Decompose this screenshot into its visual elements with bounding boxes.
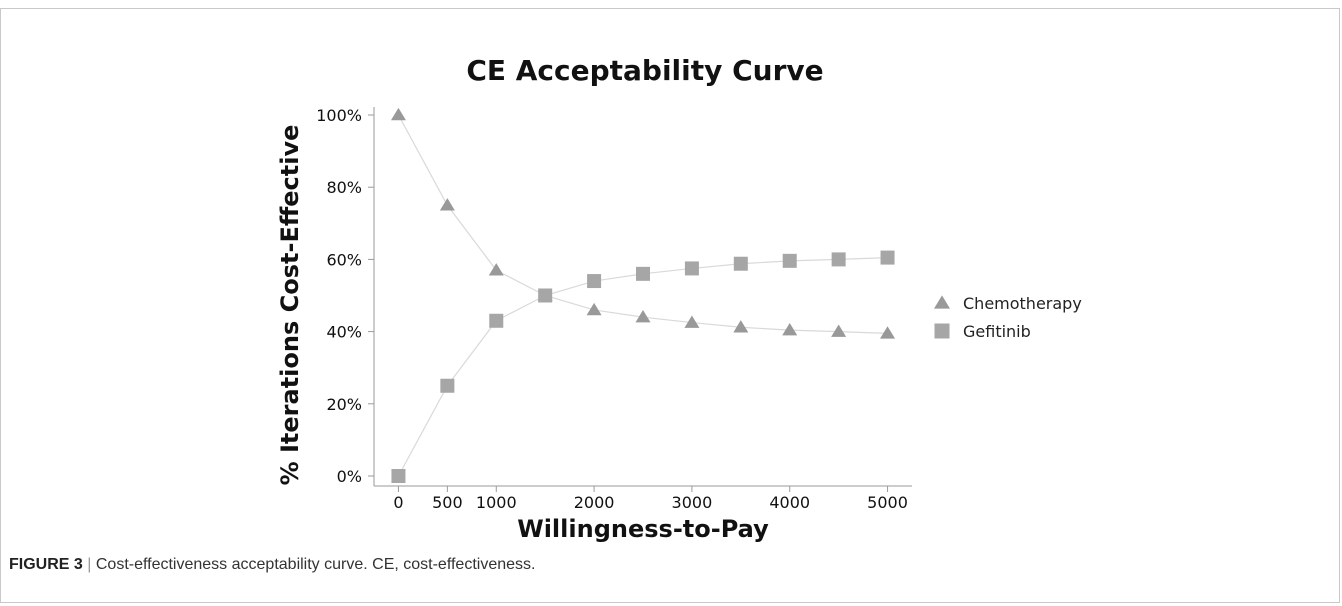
legend-chemotherapy-swatch [934,295,950,309]
chemotherapy-point [635,310,651,323]
gefitinib-point [636,266,650,281]
gefitinib-point [587,274,602,289]
chemotherapy-point [684,315,700,328]
y-tick-label: 80% [326,178,362,197]
chemotherapy-point [733,320,749,333]
legend-gefitinib-label: Gefitinib [963,322,1031,341]
axes: 0% 20% 40% 60% 80% 100% 0 500 1000 2000 3000 4000 50… [316,106,912,512]
x-tick-label: 500 [432,493,463,512]
y-tick-label: 0% [337,467,362,486]
gefitinib-point [831,252,846,267]
x-tick-label: 2000 [574,493,615,512]
legend-chemotherapy-label: Chemotherapy [963,294,1082,313]
series-lines [397,114,888,477]
series-markers [390,107,896,483]
chemotherapy-point [488,263,504,276]
y-tick-label: 40% [326,323,362,342]
y-tick-label: 20% [326,395,362,414]
x-tick-label: 3000 [672,493,713,512]
x-tick-label: 4000 [769,493,810,512]
caption-text: Cost-effectiveness acceptability curve. … [95,556,536,573]
x-axis-title: Willingness-to-Pay [517,515,769,543]
gefitinib-point [880,250,895,265]
legend: Chemotherapy Gefitinib [934,294,1082,341]
y-tick-label: 100% [316,106,362,125]
chemotherapy-point [586,302,602,316]
y-tick-label: 60% [326,250,362,269]
chart-title: CE Acceptability Curve [466,54,823,87]
gefitinib-point [538,288,553,303]
legend-gefitinib-swatch [934,323,950,339]
x-tick-label: 0 [393,493,403,512]
caption-separator: | [87,556,92,573]
chemotherapy-point [390,107,406,121]
y-axis-title: % Iterations Cost-Effective [276,125,304,486]
gefitinib-point [489,313,504,328]
figure-caption: FIGURE 3 | Cost-effectiveness acceptabil… [9,556,535,574]
x-tick-label: 1000 [476,493,517,512]
gefitinib-line [397,256,888,477]
chemotherapy-point [880,326,896,339]
gefitinib-point [782,253,797,268]
chemotherapy-line [397,114,888,335]
gefitinib-point [440,378,455,393]
figure-label: FIGURE 3 [9,556,83,573]
chemotherapy-point [782,323,798,336]
figure-frame [0,8,1340,603]
gefitinib-point [684,261,699,276]
gefitinib-point [391,469,406,483]
x-tick-label: 5000 [867,493,908,512]
gefitinib-point [733,256,748,271]
chemotherapy-point [439,198,455,211]
chemotherapy-point [831,324,847,337]
